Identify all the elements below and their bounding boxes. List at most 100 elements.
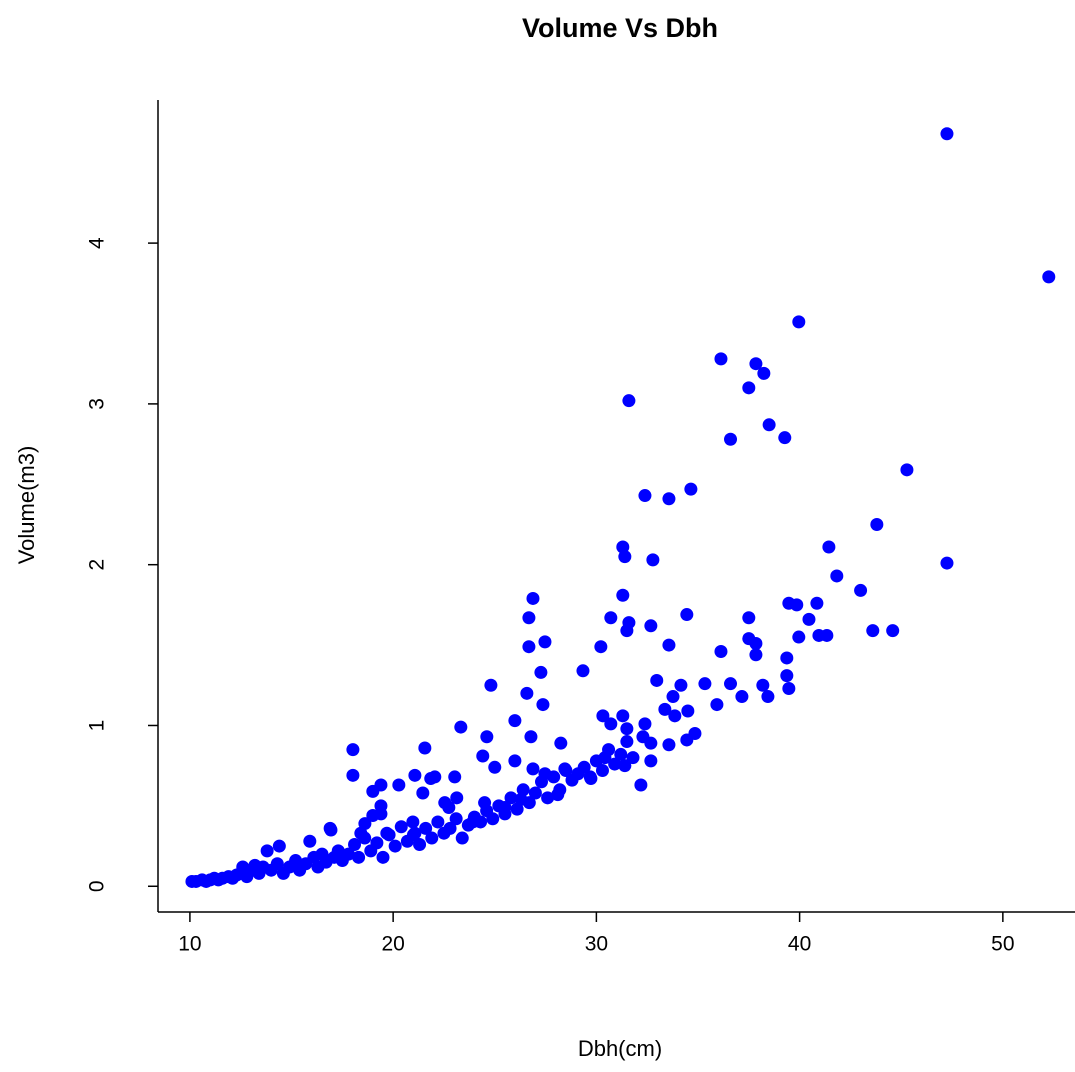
point: [622, 394, 636, 408]
point: [940, 127, 954, 141]
point: [810, 596, 824, 610]
point: [504, 791, 518, 805]
point: [480, 730, 494, 744]
point: [498, 807, 512, 821]
point: [662, 738, 676, 752]
point: [646, 553, 660, 567]
point: [620, 735, 634, 749]
point: [756, 678, 770, 692]
point: [749, 648, 763, 662]
point: [802, 612, 816, 626]
point: [870, 517, 884, 531]
point: [553, 783, 567, 797]
point: [303, 834, 317, 848]
point: [534, 665, 548, 679]
point: [618, 550, 632, 564]
point: [644, 754, 658, 768]
point: [528, 786, 542, 800]
point: [644, 736, 658, 750]
point: [822, 540, 836, 554]
point: [620, 624, 634, 638]
y-axis-label: Volume(m3): [14, 446, 39, 565]
point: [602, 743, 616, 757]
point: [431, 815, 445, 829]
point: [886, 624, 900, 638]
point: [608, 757, 622, 771]
point: [668, 709, 682, 723]
point: [370, 836, 384, 850]
point: [634, 778, 648, 792]
point: [714, 352, 728, 366]
point: [538, 635, 552, 649]
point: [616, 540, 630, 554]
point: [406, 815, 420, 829]
point: [749, 636, 763, 650]
point: [681, 704, 695, 718]
point: [522, 796, 536, 810]
point: [594, 640, 608, 654]
point: [596, 709, 610, 723]
point: [510, 802, 524, 816]
point: [418, 741, 432, 755]
point: [757, 366, 771, 380]
point: [520, 686, 534, 700]
x-axis-label: Dbh(cm): [578, 1036, 662, 1061]
point: [780, 669, 794, 683]
point: [684, 482, 698, 496]
point: [450, 791, 464, 805]
point: [714, 645, 728, 659]
point: [516, 783, 530, 797]
point: [508, 754, 522, 768]
point: [577, 760, 591, 774]
point: [710, 698, 724, 712]
point: [455, 831, 469, 845]
point: [792, 315, 806, 329]
point: [762, 418, 776, 432]
point: [488, 760, 502, 774]
point: [666, 690, 680, 704]
point: [735, 690, 749, 704]
point: [425, 831, 439, 845]
point: [272, 839, 286, 853]
point: [522, 611, 536, 625]
y-tick-label: 0: [86, 880, 109, 892]
point: [535, 775, 549, 789]
point: [524, 730, 538, 744]
point: [792, 630, 806, 644]
point: [392, 778, 406, 792]
point: [830, 569, 844, 583]
point: [583, 770, 597, 784]
point: [604, 611, 618, 625]
point: [790, 598, 804, 612]
chart-title: Volume Vs Dbh: [522, 13, 718, 43]
point: [658, 702, 672, 716]
point: [346, 743, 360, 757]
point: [323, 821, 337, 835]
point: [742, 611, 756, 625]
point: [366, 784, 380, 798]
point: [820, 628, 834, 642]
point: [260, 844, 274, 858]
point: [526, 591, 540, 605]
point: [474, 815, 488, 829]
point: [576, 664, 590, 678]
point: [346, 768, 360, 782]
point: [352, 850, 366, 864]
y-tick-label: 1: [86, 720, 109, 732]
point: [1042, 270, 1056, 284]
point: [443, 821, 457, 835]
point: [547, 770, 561, 784]
point: [638, 717, 652, 731]
y-tick-label: 4: [86, 237, 109, 249]
point: [698, 677, 712, 691]
point: [644, 619, 658, 633]
point: [778, 431, 792, 445]
point: [604, 717, 618, 731]
x-tick-label: 20: [381, 933, 404, 956]
point: [940, 556, 954, 570]
point: [782, 681, 796, 695]
point: [526, 762, 540, 776]
point: [854, 583, 868, 597]
y-tick-label: 3: [86, 398, 109, 410]
